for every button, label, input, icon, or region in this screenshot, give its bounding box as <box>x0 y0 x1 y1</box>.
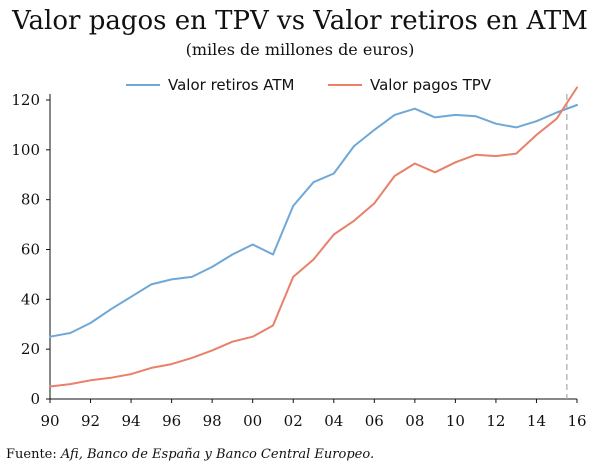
legend-label-tpv: Valor pagos TPV <box>370 76 492 94</box>
x-tick-label: 10 <box>446 412 465 430</box>
x-tick-label: 08 <box>405 412 424 430</box>
x-tick-label: 14 <box>527 412 546 430</box>
x-tick-label: 06 <box>365 412 384 430</box>
source-note: Fuente: Afi, Banco de España y Banco Cen… <box>6 446 374 464</box>
y-tick-label: 100 <box>11 141 40 159</box>
x-tick-label: 92 <box>81 412 100 430</box>
legend: Valor retiros ATM Valor pagos TPV <box>0 76 600 96</box>
y-tick-label: 40 <box>21 290 40 308</box>
legend-item-tpv: Valor pagos TPV <box>328 76 491 94</box>
x-tick-label: 16 <box>567 412 586 430</box>
x-tick-label: 94 <box>122 412 141 430</box>
chart-subtitle: (miles de millones de euros) <box>185 40 415 59</box>
x-tick-label: 02 <box>284 412 303 430</box>
x-tick-label: 12 <box>486 412 505 430</box>
y-tick-label: 60 <box>21 241 40 259</box>
source-label: Fuente: <box>6 447 61 462</box>
x-tick-label: 96 <box>162 412 181 430</box>
line-chart: 0 20 40 60 80 100 120 90 92 94 96 98 00 02 04 06 08 10 12 1… <box>11 86 587 430</box>
legend-item-atm: Valor retiros ATM <box>126 76 294 94</box>
x-tick-label: 04 <box>324 412 343 430</box>
x-tick-label: 00 <box>243 412 262 430</box>
legend-swatch-atm <box>126 84 160 86</box>
x-tick-label: 98 <box>203 412 222 430</box>
legend-label-atm: Valor retiros ATM <box>168 76 295 94</box>
chart-title: Valor pagos en TPV vs Valor retiros en A… <box>12 6 588 36</box>
y-tick-label: 20 <box>21 340 40 358</box>
series-line-tpv <box>49 86 578 388</box>
source-text: Afi, Banco de España y Banco Central Eur… <box>60 447 375 462</box>
series-line-atm <box>49 104 578 338</box>
y-tick-label: 120 <box>11 91 40 109</box>
x-tick-label: 90 <box>40 412 59 430</box>
y-tick-label: 0 <box>30 390 40 408</box>
legend-swatch-tpv <box>328 84 362 86</box>
y-tick-label: 80 <box>21 191 40 209</box>
